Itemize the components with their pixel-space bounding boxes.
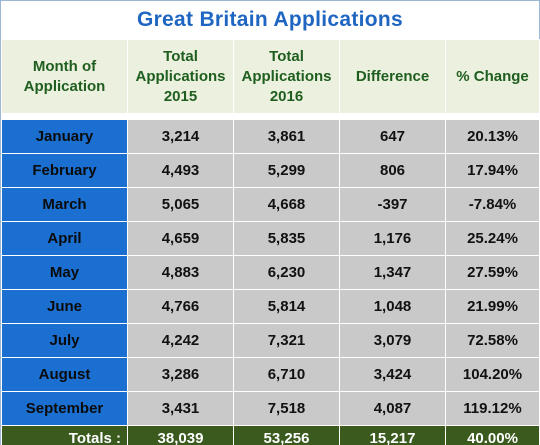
value-cell: 1,048 — [339, 289, 446, 324]
month-cell: April — [1, 221, 128, 256]
value-cell: 647 — [339, 119, 446, 154]
value-cell: 104.20% — [445, 357, 540, 392]
value-cell: 3,424 — [339, 357, 446, 392]
applications-table: Month of Application Total Applications … — [1, 39, 540, 445]
value-cell: 5,299 — [233, 153, 340, 188]
table-row: February 4,493 5,299 806 17.94% — [1, 153, 540, 188]
month-cell: June — [1, 289, 128, 324]
value-cell: 25.24% — [445, 221, 540, 256]
value-cell: 5,065 — [127, 187, 234, 222]
value-cell: 21.99% — [445, 289, 540, 324]
totals-cell: 15,217 — [339, 425, 446, 445]
value-cell: 3,214 — [127, 119, 234, 154]
totals-cell: 38,039 — [127, 425, 234, 445]
value-cell: 4,766 — [127, 289, 234, 324]
table-row: May 4,883 6,230 1,347 27.59% — [1, 255, 540, 290]
value-cell: 27.59% — [445, 255, 540, 290]
value-cell: -7.84% — [445, 187, 540, 222]
value-cell: 17.94% — [445, 153, 540, 188]
value-cell: 6,710 — [233, 357, 340, 392]
table-row: September 3,431 7,518 4,087 119.12% — [1, 391, 540, 426]
value-cell: 6,230 — [233, 255, 340, 290]
totals-cell: 53,256 — [233, 425, 340, 445]
value-cell: 3,431 — [127, 391, 234, 426]
value-cell: 5,835 — [233, 221, 340, 256]
value-cell: 4,659 — [127, 221, 234, 256]
value-cell: 4,242 — [127, 323, 234, 358]
value-cell: 7,321 — [233, 323, 340, 358]
column-header-4: % Change — [445, 39, 540, 114]
totals-label: Totals : — [1, 425, 128, 445]
value-cell: 1,176 — [339, 221, 446, 256]
value-cell: 4,883 — [127, 255, 234, 290]
table-title: Great Britain Applications — [1, 1, 539, 39]
value-cell: 7,518 — [233, 391, 340, 426]
month-cell: July — [1, 323, 128, 358]
value-cell: 5,814 — [233, 289, 340, 324]
totals-cell: 40.00% — [445, 425, 540, 445]
month-cell: August — [1, 357, 128, 392]
totals-row: Totals :38,039 53,256 15,217 40.00% — [1, 425, 540, 445]
table-row: April 4,659 5,835 1,176 25.24% — [1, 221, 540, 256]
value-cell: 4,493 — [127, 153, 234, 188]
table-row: March 5,065 4,668 -397 -7.84% — [1, 187, 540, 222]
value-cell: 4,087 — [339, 391, 446, 426]
table-row: June 4,766 5,814 1,048 21.99% — [1, 289, 540, 324]
month-cell: January — [1, 119, 128, 154]
value-cell: 3,286 — [127, 357, 234, 392]
column-header-3: Difference — [339, 39, 446, 114]
table-row: January 3,214 3,861 647 20.13% — [1, 119, 540, 154]
table-row: July 4,242 7,321 3,079 72.58% — [1, 323, 540, 358]
month-cell: May — [1, 255, 128, 290]
column-header-0: Month of Application — [1, 39, 128, 114]
header-spacer — [1, 113, 540, 120]
value-cell: -397 — [339, 187, 446, 222]
value-cell: 806 — [339, 153, 446, 188]
column-header-2: Total Applications 2016 — [233, 39, 340, 114]
month-cell: March — [1, 187, 128, 222]
column-header-1: Total Applications 2015 — [127, 39, 234, 114]
value-cell: 20.13% — [445, 119, 540, 154]
value-cell: 119.12% — [445, 391, 540, 426]
value-cell: 4,668 — [233, 187, 340, 222]
table-row: August 3,286 6,710 3,424 104.20% — [1, 357, 540, 392]
value-cell: 72.58% — [445, 323, 540, 358]
month-cell: September — [1, 391, 128, 426]
value-cell: 3,079 — [339, 323, 446, 358]
month-cell: February — [1, 153, 128, 188]
value-cell: 3,861 — [233, 119, 340, 154]
value-cell: 1,347 — [339, 255, 446, 290]
